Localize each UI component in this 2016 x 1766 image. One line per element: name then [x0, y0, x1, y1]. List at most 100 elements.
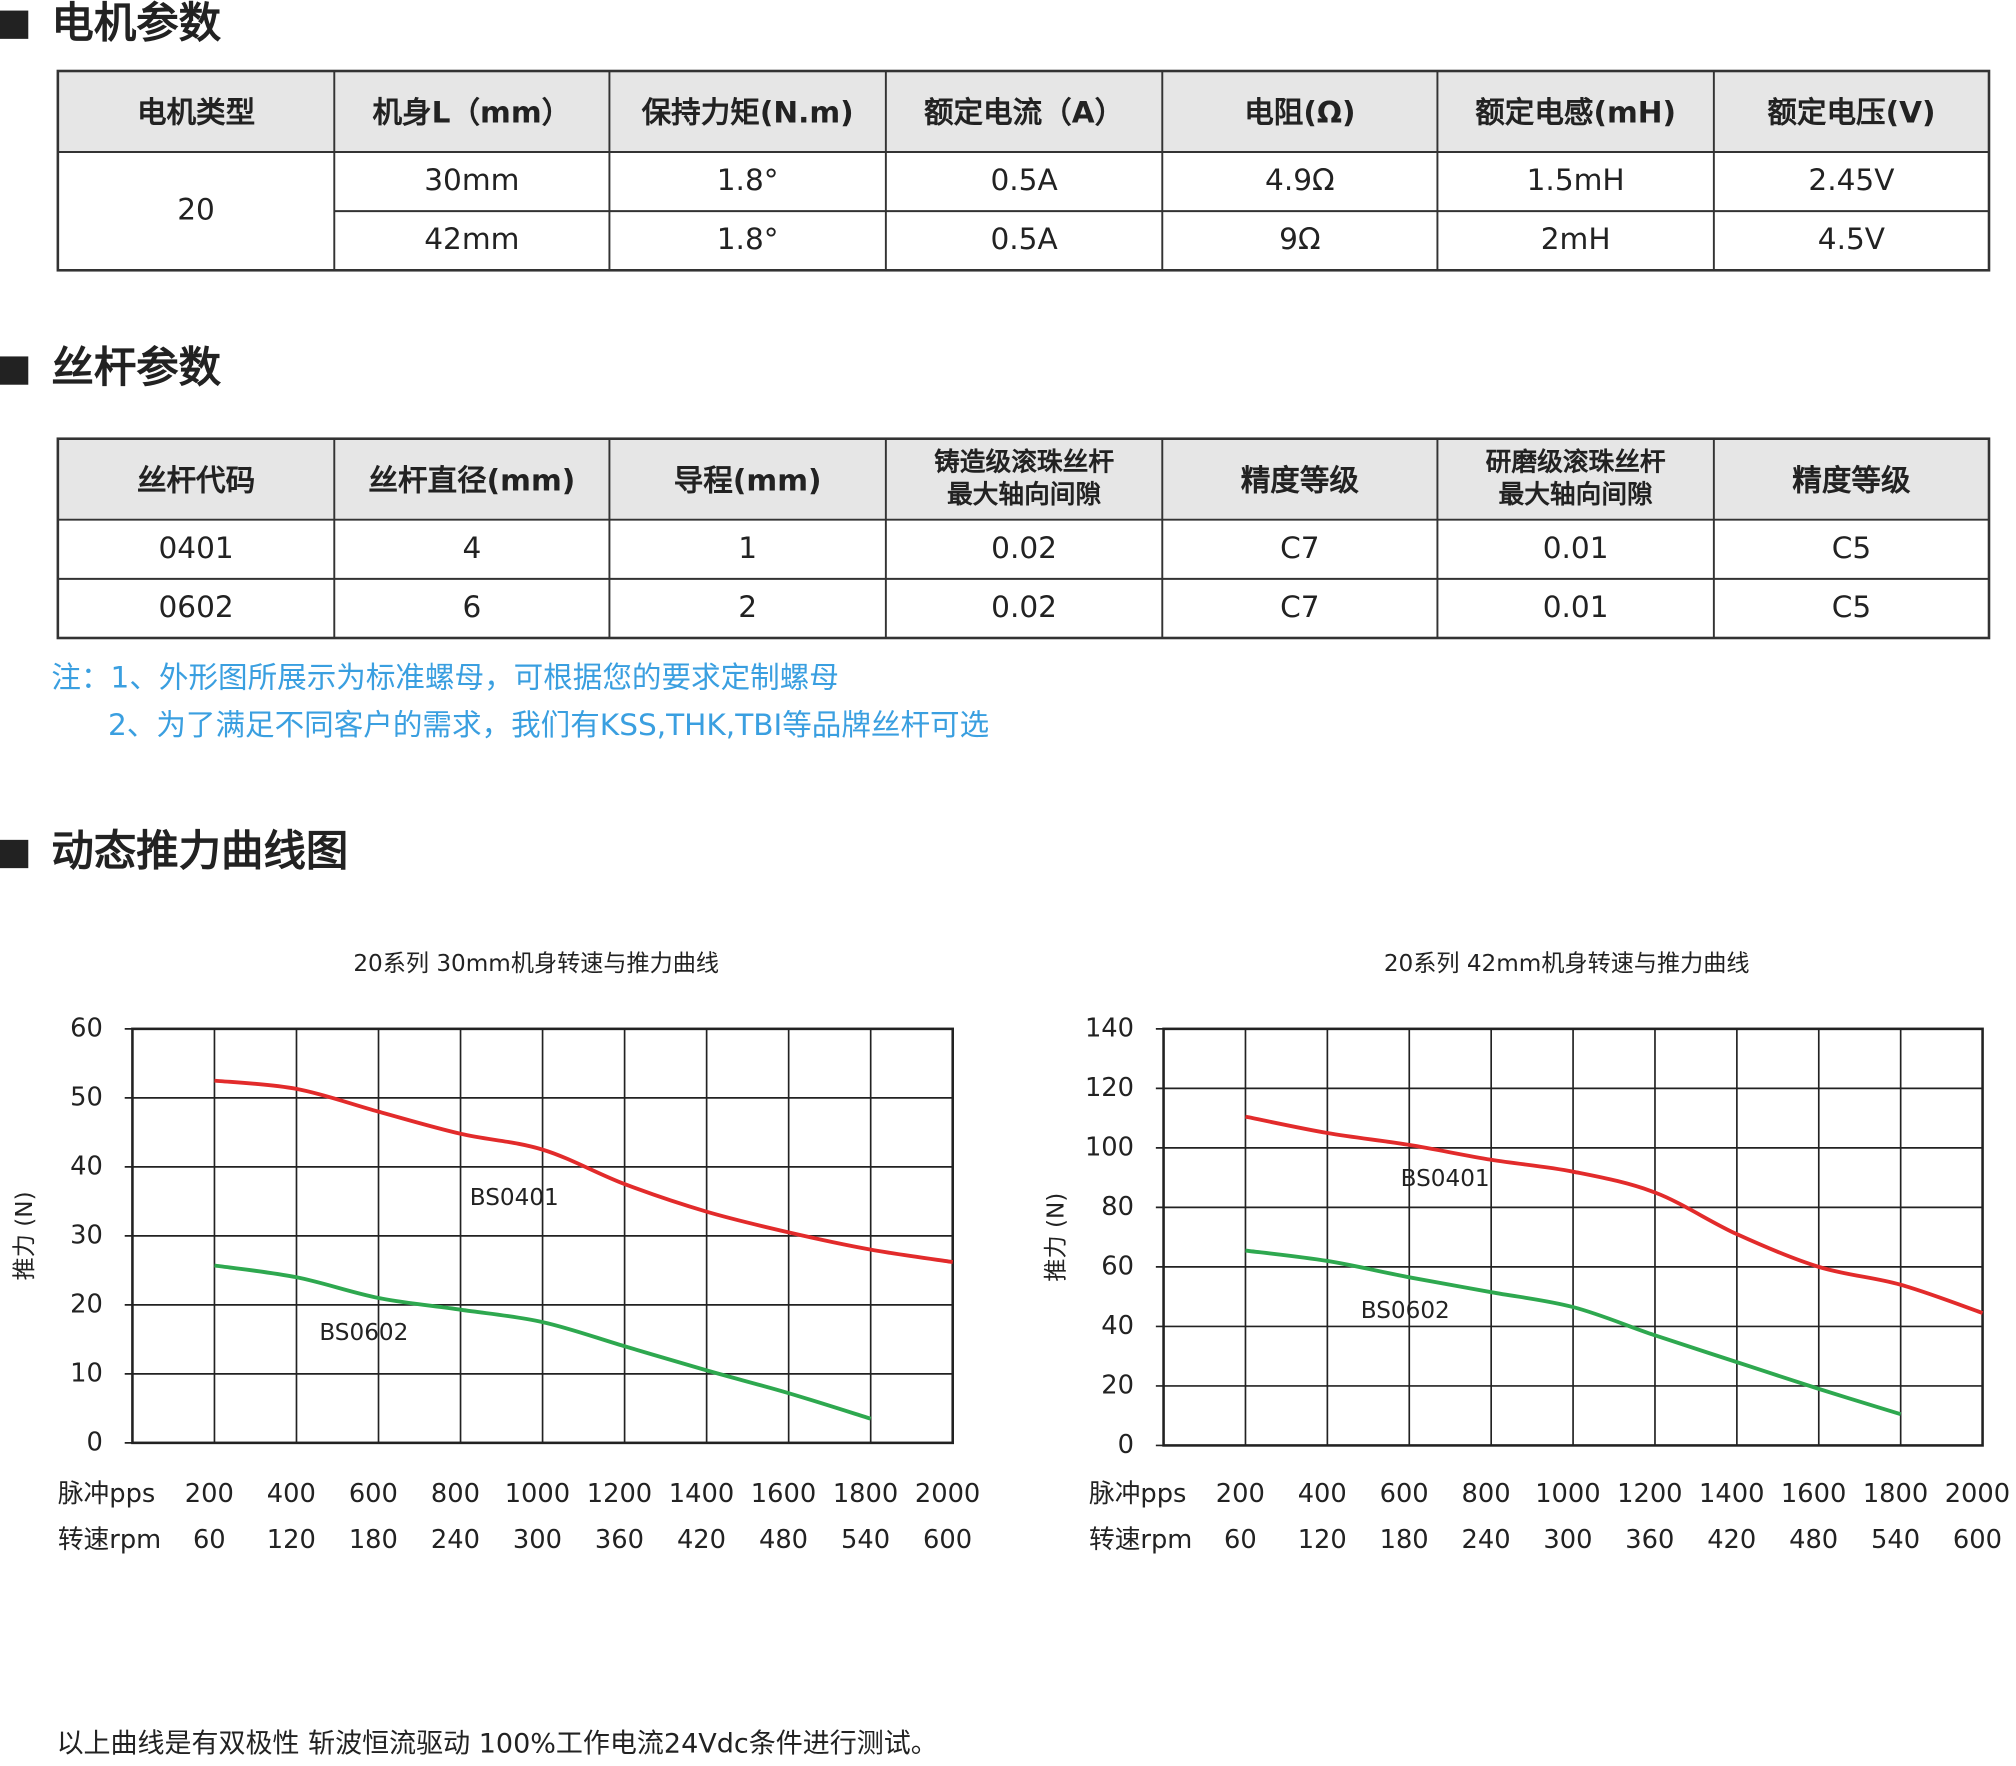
- table-cell: C5: [1832, 531, 1871, 565]
- table-header: 铸造级滚珠丝杆: [934, 447, 1114, 478]
- table-header: 电阻(Ω): [1244, 96, 1355, 130]
- table-cell: 9Ω: [1279, 222, 1320, 256]
- table-header: 精度等级: [1241, 463, 1360, 497]
- x-axis-label: 脉冲pps: [1089, 1479, 1186, 1509]
- y-tick-label: 60: [1101, 1251, 1134, 1281]
- x2-tick-label: 420: [1707, 1525, 1756, 1555]
- table-header: 导程(mm): [674, 463, 822, 497]
- table-header: 额定电感(mH): [1475, 96, 1676, 130]
- heading: 丝杆参数: [51, 344, 221, 393]
- x-tick-label: 1400: [1699, 1479, 1764, 1509]
- note: 注：1、外形图所展示为标准螺母，可根据您的要求定制螺母: [51, 661, 838, 695]
- table-cell: 0401: [158, 531, 233, 565]
- x2-tick-label: 120: [1298, 1525, 1347, 1555]
- heading: 电机参数: [51, 0, 221, 48]
- table-header: 电机类型: [137, 96, 255, 130]
- x2-tick-label: 60: [1224, 1525, 1257, 1555]
- x2-tick-label: 540: [841, 1525, 890, 1555]
- x-tick-label: 2000: [915, 1479, 980, 1509]
- table-cell: 2.45V: [1808, 163, 1894, 197]
- y-axis-label: 推力 (N): [1043, 1193, 1069, 1282]
- x2-tick-label: 600: [1953, 1525, 2002, 1555]
- x-axis-label: 脉冲pps: [58, 1479, 155, 1509]
- x-tick-label: 400: [1298, 1479, 1347, 1509]
- x-tick-label: 1200: [1617, 1479, 1682, 1509]
- x-tick-label: 1400: [669, 1479, 734, 1509]
- heading-icon: [0, 10, 29, 39]
- x-tick-label: 1000: [505, 1479, 570, 1509]
- x2-tick-label: 540: [1871, 1525, 1920, 1555]
- table-border: [56, 69, 1991, 272]
- series-line: [214, 1263, 872, 1421]
- y-tick-label: 120: [1085, 1073, 1134, 1103]
- table-cell: 20: [177, 193, 215, 227]
- table-cell: 1.8°: [717, 222, 779, 256]
- table-cell: 42mm: [424, 222, 519, 256]
- x2-tick-label: 240: [431, 1525, 480, 1555]
- y-tick-label: 0: [1118, 1430, 1134, 1460]
- x-tick-label: 800: [431, 1479, 480, 1509]
- y-tick-label: 40: [70, 1151, 103, 1181]
- x-tick-label: 800: [1461, 1479, 1510, 1509]
- y-tick-label: 60: [70, 1013, 103, 1043]
- table-header: 精度等级: [1792, 463, 1911, 497]
- table-cell: 0.02: [991, 590, 1057, 624]
- table-cell: 6: [462, 590, 481, 624]
- x2-tick-label: 420: [677, 1525, 726, 1555]
- series-line: [1245, 1114, 1984, 1315]
- x-tick-label: 1800: [1863, 1479, 1928, 1509]
- x2-tick-label: 180: [349, 1525, 398, 1555]
- note: 2、为了满足不同客户的需求，我们有KSS,THK,TBI等品牌丝杆可选: [108, 708, 989, 742]
- x2-axis-label: 转速rpm: [1089, 1525, 1192, 1555]
- x2-tick-label: 240: [1461, 1525, 1510, 1555]
- y-tick-label: 140: [1085, 1013, 1134, 1043]
- series-label: BS0602: [319, 1320, 408, 1346]
- chart-title: 20系列 42mm机身转速与推力曲线: [1384, 951, 1750, 977]
- table-cell: 0.5A: [990, 222, 1057, 256]
- x2-tick-label: 360: [595, 1525, 644, 1555]
- table-cell: C5: [1832, 590, 1871, 624]
- table-cell: 2mH: [1541, 222, 1611, 256]
- x2-tick-label: 300: [513, 1525, 562, 1555]
- table-border: [56, 437, 1991, 640]
- table-cell: C7: [1280, 531, 1319, 565]
- x-tick-label: 1600: [1781, 1479, 1846, 1509]
- table-header: 最大轴向间隙: [1499, 480, 1654, 510]
- series-label: BS0401: [1401, 1166, 1490, 1192]
- x2-tick-label: 120: [267, 1525, 316, 1555]
- table-cell: 4.9Ω: [1265, 163, 1335, 197]
- series-label: BS0602: [1361, 1298, 1450, 1324]
- table-cell: 0.02: [991, 531, 1057, 565]
- table-header: 额定电压(V): [1767, 96, 1935, 130]
- y-tick-label: 20: [1101, 1370, 1134, 1400]
- x2-tick-label: 60: [193, 1525, 226, 1555]
- x-tick-label: 600: [349, 1479, 398, 1509]
- x-tick-label: 1200: [587, 1479, 652, 1509]
- x-tick-label: 2000: [1945, 1479, 2010, 1509]
- footnote: 以上曲线是有双极性 斩波恒流驱动 100%工作电流24Vdc条件进行测试。: [57, 1729, 938, 1760]
- x-tick-label: 200: [185, 1479, 234, 1509]
- heading: 动态推力曲线图: [51, 828, 348, 877]
- heading-icon: [0, 356, 29, 385]
- table-header: 研磨级滚珠丝杆: [1486, 447, 1666, 478]
- series-line: [1245, 1248, 1902, 1417]
- chart-title: 20系列 30mm机身转速与推力曲线: [353, 951, 719, 977]
- table-cell: 1.5mH: [1527, 163, 1625, 197]
- y-tick-label: 40: [1101, 1311, 1134, 1341]
- table-header: 保持力矩(N.m): [642, 96, 854, 130]
- x2-tick-label: 360: [1625, 1525, 1674, 1555]
- table-header: 机身L（mm）: [373, 96, 572, 130]
- table-header: 额定电流（A）: [924, 96, 1124, 130]
- table-header: 丝杆直径(mm): [368, 463, 575, 497]
- series-label: BS0401: [470, 1185, 559, 1211]
- x2-tick-label: 480: [759, 1525, 808, 1555]
- table-header-bg: [57, 438, 1989, 520]
- table-cell: 4.5V: [1818, 222, 1885, 256]
- x2-tick-label: 600: [923, 1525, 972, 1555]
- x2-axis-label: 转速rpm: [58, 1525, 161, 1555]
- table-cell: 0.5A: [990, 163, 1057, 197]
- plot-frame: [131, 1027, 954, 1445]
- table-cell: 1.8°: [717, 163, 779, 197]
- x2-tick-label: 480: [1789, 1525, 1838, 1555]
